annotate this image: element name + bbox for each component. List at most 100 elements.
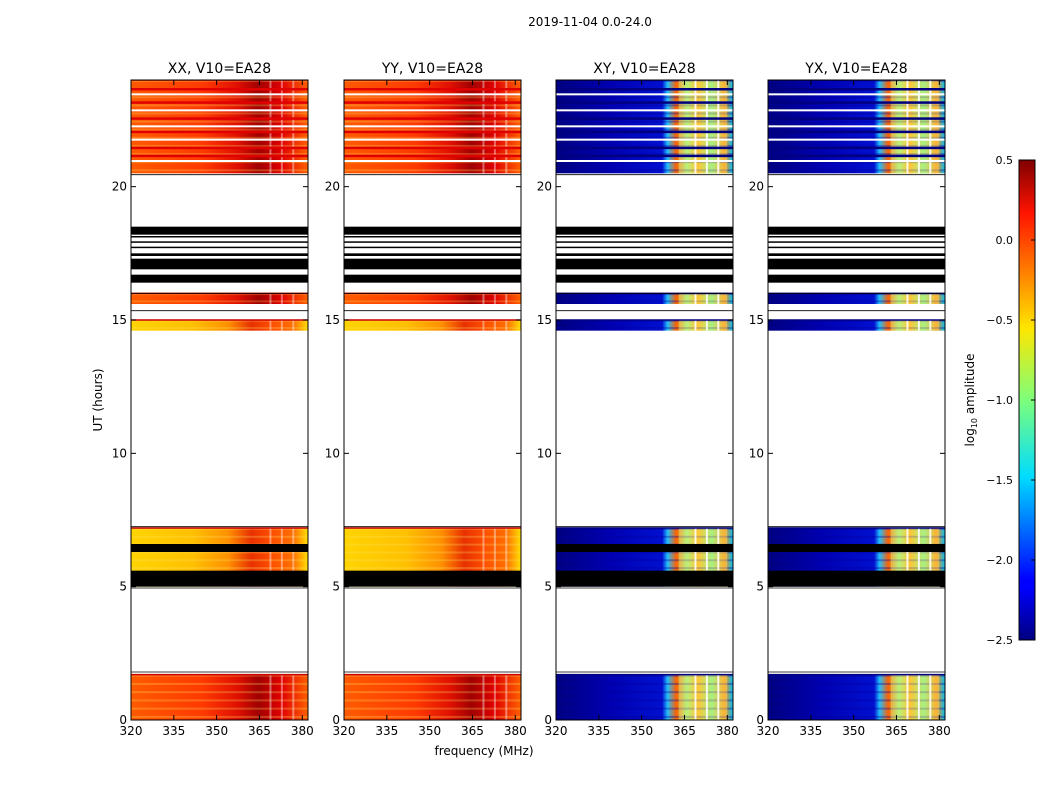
stripe <box>768 327 945 329</box>
stripe <box>556 144 733 147</box>
stripe <box>131 535 308 538</box>
flagged-bar <box>556 236 733 238</box>
channel-gap <box>694 293 697 304</box>
y-tick-label: 0 <box>544 713 552 727</box>
stripe <box>131 293 308 296</box>
flagged-bar <box>768 236 945 238</box>
stripe <box>768 699 945 702</box>
stripe <box>556 674 733 677</box>
stripe <box>556 528 733 530</box>
gap-line <box>768 109 945 112</box>
stripe <box>556 691 733 694</box>
flagged-bar <box>768 246 945 249</box>
axes-frame <box>343 79 522 721</box>
panel-title: XX, V10=EA28 <box>168 61 271 77</box>
panel-title: XY, V10=EA28 <box>593 61 695 77</box>
colorbar-tick-label: −1.5 <box>986 474 1013 487</box>
flagged-bar <box>556 241 733 243</box>
stripe <box>768 567 945 570</box>
stripe <box>344 112 521 115</box>
stripe <box>131 128 308 131</box>
rfi-band <box>678 320 728 331</box>
gap-line <box>131 93 308 96</box>
stripe <box>556 551 733 554</box>
colorbar-tick-label: 0.5 <box>996 154 1014 167</box>
band-line <box>131 101 308 104</box>
channel-gap <box>482 320 485 331</box>
channel-gap <box>917 293 920 304</box>
gap-line <box>344 160 521 162</box>
x-tick-label: 335 <box>799 724 822 738</box>
flagged-bar <box>556 246 733 249</box>
x-tick-label: 365 <box>248 724 271 738</box>
stripe <box>131 567 308 570</box>
stripe <box>768 161 945 164</box>
panel-1: YY, V10=EA28 320 335 350 365 380 0 5 10 15 20 <box>325 61 527 738</box>
band-line <box>344 154 521 158</box>
stripe <box>131 112 308 115</box>
stripe <box>768 104 945 107</box>
channel-gap <box>505 528 508 587</box>
channel-gap <box>694 528 697 587</box>
channel-gap <box>292 320 295 331</box>
stripe <box>131 144 308 147</box>
band-line <box>768 88 945 91</box>
stripe <box>131 136 308 139</box>
gap-line <box>344 109 521 112</box>
data-block <box>344 293 521 304</box>
stripe <box>344 104 521 107</box>
stripe <box>768 293 945 296</box>
channel-gap <box>929 528 932 587</box>
flagged-bar <box>131 226 308 235</box>
channel-gap <box>505 293 508 304</box>
stripe <box>131 715 308 718</box>
stripe <box>556 80 733 83</box>
channel-gap <box>906 528 909 587</box>
band-line <box>768 130 945 134</box>
y-tick-label: 0 <box>756 713 764 727</box>
stripe <box>131 691 308 694</box>
stripe <box>556 96 733 99</box>
gap-line <box>556 138 733 141</box>
band-line <box>556 130 733 134</box>
colorbar-tick-label: −0.5 <box>986 314 1013 327</box>
y-tick-label: 15 <box>112 313 127 327</box>
stripe <box>768 153 945 156</box>
channel-gap <box>705 320 708 331</box>
channel-gap <box>269 320 272 331</box>
stripe <box>344 320 521 322</box>
gap-line <box>344 93 521 96</box>
y-tick-label: 20 <box>112 180 127 194</box>
gap-line <box>131 160 308 162</box>
stripe <box>556 535 733 538</box>
stripe <box>556 300 733 303</box>
flagged-bar <box>556 253 733 256</box>
x-tick-label: 380 <box>504 724 527 738</box>
colorbar: −2.5 −2.0 −1.5 −1.0 −0.5 0.0 0.5 log10 amplitu… <box>963 154 1036 647</box>
stripe <box>768 169 945 172</box>
channel-gap <box>906 320 909 331</box>
flagged-bar <box>344 258 521 270</box>
channel-gap <box>929 293 932 304</box>
x-tick-label: 365 <box>673 724 696 738</box>
panel-plot-area <box>344 80 521 720</box>
band-line <box>344 146 521 150</box>
flagged-bar <box>556 274 733 283</box>
band-line <box>768 146 945 150</box>
stripe <box>344 543 521 546</box>
channel-gap <box>717 528 720 587</box>
band-line <box>556 117 733 120</box>
x-tick-label: 380 <box>928 724 951 738</box>
stripe <box>768 715 945 718</box>
stripe <box>131 699 308 702</box>
stripe <box>344 120 521 123</box>
channel-gap <box>505 320 508 331</box>
axes-frame <box>130 79 309 721</box>
stripe <box>768 128 945 131</box>
y-tick-label: 10 <box>112 446 127 460</box>
stripe <box>768 120 945 123</box>
flagged-bar <box>556 226 733 235</box>
stripe <box>131 559 308 562</box>
band-line <box>131 146 308 150</box>
stripe <box>344 551 521 554</box>
